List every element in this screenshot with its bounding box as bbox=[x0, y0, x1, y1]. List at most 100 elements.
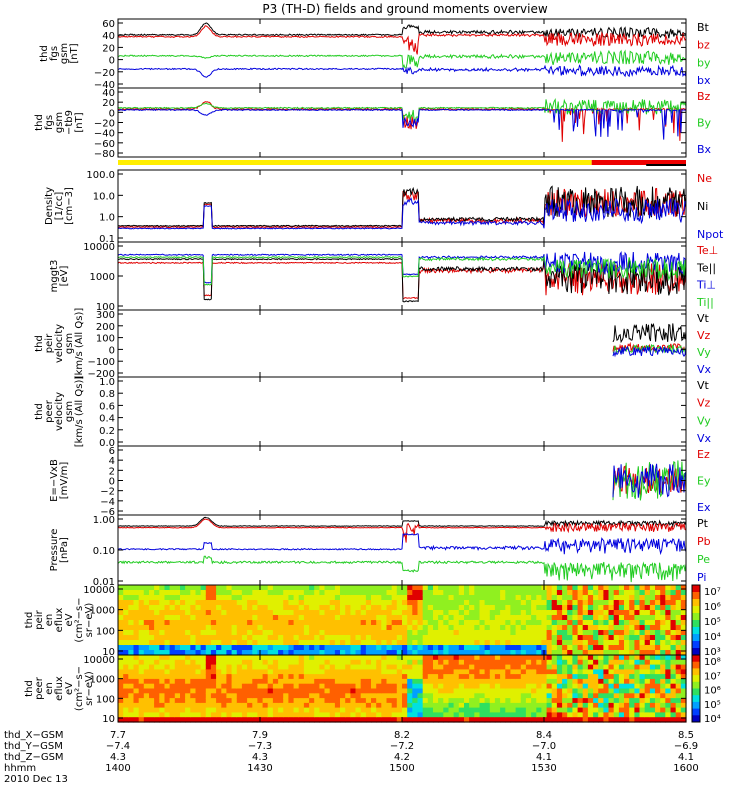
spectrogram-cell bbox=[572, 707, 579, 713]
spectrogram-cell bbox=[649, 688, 656, 694]
spectrogram-cell bbox=[231, 678, 238, 685]
spectrogram-cell bbox=[128, 615, 135, 621]
spectrogram-cell bbox=[412, 702, 419, 709]
spectrogram-cell bbox=[324, 693, 331, 699]
spectrogram-cell bbox=[381, 630, 388, 636]
legend-entry: Vx bbox=[697, 432, 712, 445]
spectrogram-cell bbox=[195, 630, 202, 636]
spectrogram-cell bbox=[267, 590, 274, 596]
spectrogram-cell bbox=[314, 590, 320, 596]
spectrogram-cell bbox=[149, 650, 155, 656]
spectrogram-cell bbox=[241, 635, 248, 641]
spectrogram-cell bbox=[376, 698, 382, 704]
spectrogram-cell bbox=[334, 688, 341, 694]
colorbar-frame bbox=[691, 654, 701, 723]
spectrogram-cell bbox=[443, 702, 450, 709]
spectrogram-cell bbox=[577, 590, 584, 596]
spectrogram-cell bbox=[391, 595, 398, 601]
spectrogram-cell bbox=[169, 625, 176, 631]
spectrogram-cell bbox=[164, 610, 171, 616]
spectrogram-cell bbox=[190, 712, 197, 718]
spectrogram-cell bbox=[257, 698, 264, 704]
spectrogram-cell bbox=[443, 630, 450, 636]
spectrogram-cell bbox=[200, 635, 207, 641]
spectrogram-cell bbox=[309, 600, 315, 606]
y-axis-label: eflux bbox=[54, 608, 65, 633]
spectrogram-cell bbox=[350, 712, 357, 718]
spectrogram-cell bbox=[541, 640, 548, 646]
spectrogram-cell bbox=[200, 595, 207, 601]
spectrogram-cell bbox=[608, 678, 615, 685]
legend-entry: Pe bbox=[697, 553, 710, 566]
spectrogram-cell bbox=[391, 590, 398, 596]
spectrogram-cell bbox=[562, 610, 568, 616]
spectrogram-cell bbox=[407, 717, 413, 723]
spectrogram-cell bbox=[536, 585, 543, 591]
spectrogram-cell bbox=[319, 590, 326, 596]
spectrogram-cell bbox=[298, 683, 305, 690]
spectrogram-cell bbox=[474, 664, 481, 670]
spectrogram-cell bbox=[283, 717, 289, 723]
spectrogram-cell bbox=[345, 712, 351, 718]
spectrogram-cell bbox=[427, 650, 434, 656]
spectrogram-cell bbox=[500, 605, 506, 611]
spectrogram-cell bbox=[479, 664, 486, 670]
spectrogram-cell bbox=[438, 683, 444, 690]
spectrogram-cell bbox=[231, 585, 238, 591]
spectrogram-cell bbox=[510, 669, 517, 675]
spectrogram-cell bbox=[288, 669, 295, 675]
spectrogram-cell bbox=[133, 707, 140, 713]
spectrogram-cell bbox=[257, 702, 264, 709]
spectrogram-cell bbox=[309, 625, 315, 631]
spectrogram-cell bbox=[205, 635, 212, 641]
spectrogram-cell bbox=[448, 610, 455, 616]
spectrogram-cell bbox=[407, 630, 413, 636]
spectrogram-cell bbox=[644, 620, 651, 626]
spectrogram-cell bbox=[231, 683, 238, 690]
spectrogram-cell bbox=[541, 610, 548, 616]
spectrogram-cell bbox=[360, 702, 367, 709]
spectrogram-cell bbox=[174, 605, 181, 611]
spectrogram-cell bbox=[556, 640, 563, 646]
spectrogram-cell bbox=[505, 615, 512, 621]
spectrogram-cell bbox=[252, 615, 259, 621]
spectrogram-cell bbox=[629, 605, 635, 611]
spectrogram-cell bbox=[329, 615, 336, 621]
spectrogram-cell bbox=[164, 669, 171, 675]
x-axis-date: 2010 Dec 13 bbox=[4, 774, 68, 785]
x-axis-row-label: thd_X−GSM bbox=[4, 730, 64, 741]
spectrogram-cell bbox=[200, 664, 207, 670]
spectrogram-cell bbox=[649, 678, 656, 685]
y-tick-label: 2 bbox=[109, 466, 115, 477]
spectrogram-cell bbox=[582, 678, 589, 685]
spectrogram-cell bbox=[443, 625, 450, 631]
spectrogram-cell bbox=[231, 688, 238, 694]
spectrogram-cell bbox=[371, 655, 377, 661]
spectrogram-cell bbox=[469, 615, 475, 621]
spectrogram-cell bbox=[350, 590, 357, 596]
spectrogram-cell bbox=[159, 693, 166, 699]
spectrogram-cell bbox=[572, 659, 579, 666]
spectrogram-cell bbox=[226, 702, 233, 709]
spectrogram-cell bbox=[386, 615, 393, 621]
spectrogram-cell bbox=[515, 693, 522, 699]
spectrogram-cell bbox=[123, 678, 129, 685]
spectrogram-cell bbox=[427, 630, 434, 636]
spectrogram-cell bbox=[314, 674, 320, 680]
spectrogram-cell bbox=[309, 640, 315, 646]
spectrogram-cell bbox=[551, 674, 558, 680]
spectrogram-cell bbox=[505, 707, 512, 713]
spectrogram-cell bbox=[381, 678, 388, 685]
spectrogram-cell bbox=[123, 640, 129, 646]
spectrogram-cell bbox=[257, 590, 264, 596]
spectrogram-cell bbox=[195, 645, 202, 651]
spectrogram-cell bbox=[531, 664, 537, 670]
spectrogram-cell bbox=[593, 659, 599, 666]
spectrogram-cell bbox=[174, 640, 181, 646]
spectrogram-cell bbox=[598, 683, 604, 690]
spectrogram-cell bbox=[381, 707, 388, 713]
spectrogram-cell bbox=[355, 650, 362, 656]
spectrogram-cell bbox=[567, 664, 573, 670]
spectrogram-cell bbox=[185, 630, 191, 636]
spectrogram-cell bbox=[371, 674, 377, 680]
